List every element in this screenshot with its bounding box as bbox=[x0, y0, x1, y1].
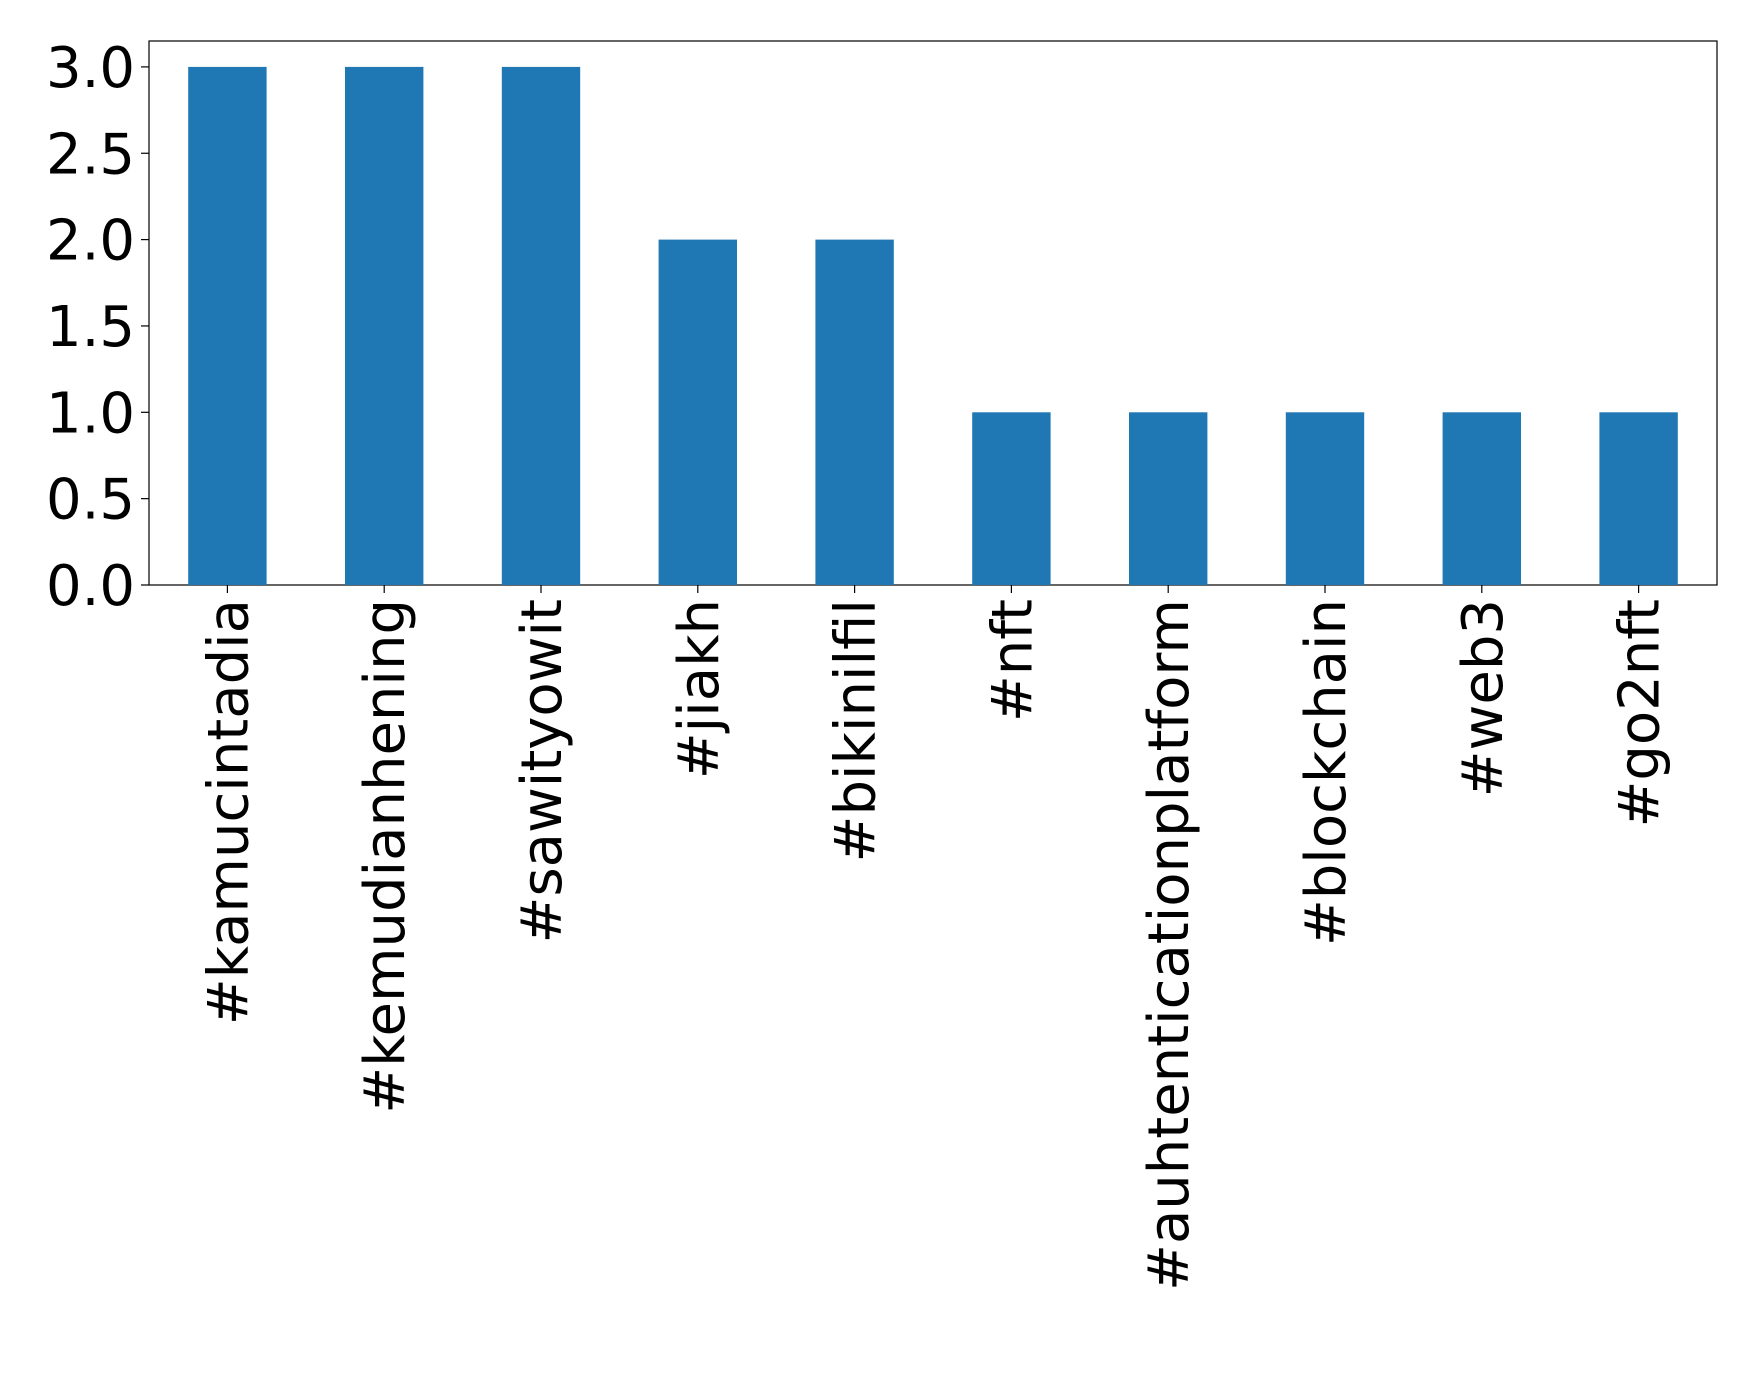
bar bbox=[188, 66, 267, 585]
x-tick-label: #blockchain bbox=[1294, 599, 1359, 946]
y-tick-label: 2.5 bbox=[46, 122, 135, 187]
x-tick-label: #nft bbox=[980, 599, 1045, 722]
bar bbox=[1129, 412, 1208, 585]
x-tick-label: #kamucintadia bbox=[196, 599, 261, 1025]
y-tick-label: 0.0 bbox=[46, 554, 135, 619]
y-tick-label: 3.0 bbox=[46, 36, 135, 101]
x-tick-label: #sawityowit bbox=[510, 599, 575, 943]
bar bbox=[345, 66, 424, 585]
y-tick-label: 1.0 bbox=[46, 381, 135, 446]
bar bbox=[815, 239, 894, 585]
y-tick-label: 1.5 bbox=[46, 295, 135, 360]
y-tick-label: 0.5 bbox=[46, 468, 135, 533]
x-tick-label: #go2nft bbox=[1608, 599, 1673, 828]
bar bbox=[1285, 412, 1365, 585]
bar bbox=[1442, 412, 1521, 585]
bar bbox=[1599, 412, 1678, 585]
bar bbox=[972, 412, 1051, 585]
bar bbox=[501, 66, 581, 585]
x-tick-label: #bikinilfil bbox=[824, 599, 889, 862]
x-tick-label: #auhtenticationplatform bbox=[1137, 599, 1202, 1291]
y-tick-label: 2.0 bbox=[46, 209, 135, 274]
plot-frame bbox=[148, 40, 1718, 586]
x-tick-label: #web3 bbox=[1451, 599, 1516, 797]
bar bbox=[658, 239, 737, 585]
x-tick-label: #kemudianhening bbox=[353, 599, 418, 1114]
x-tick-label: #jiakh bbox=[667, 599, 732, 779]
